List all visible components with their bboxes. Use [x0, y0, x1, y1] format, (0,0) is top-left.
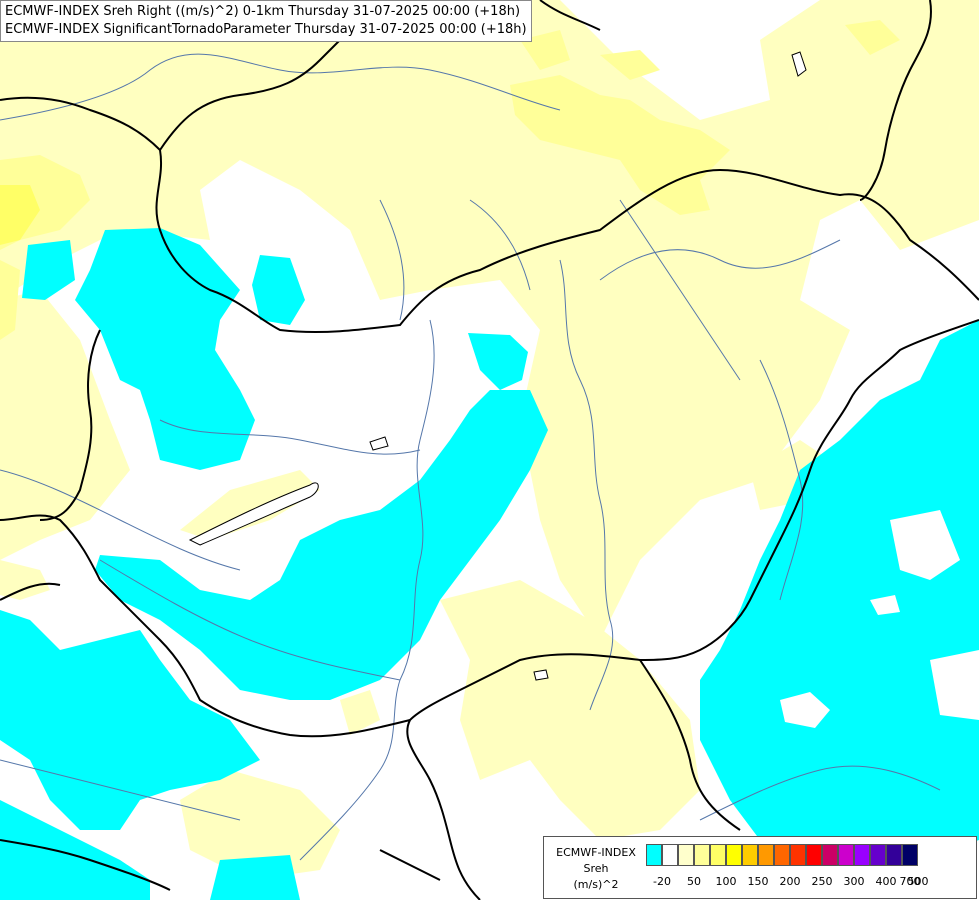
legend-swatch: [710, 844, 726, 866]
legend-swatch: [886, 844, 902, 866]
field-high-positive: [0, 185, 40, 245]
legend-swatch: [646, 844, 662, 866]
legend-swatch: [838, 844, 854, 866]
legend-swatch: [662, 844, 678, 866]
title-line-1: ECMWF-INDEX Sreh Right ((m/s)^2) 0-1km T…: [5, 4, 521, 19]
legend-swatch: [742, 844, 758, 866]
title-line-2: ECMWF-INDEX SignificantTornadoParameter …: [5, 22, 527, 37]
legend-swatch: [854, 844, 870, 866]
legend-model: ECMWF-INDEX: [556, 846, 636, 859]
legend-swatch: [694, 844, 710, 866]
legend-tick-label: 100: [715, 875, 737, 888]
field-negative: [0, 228, 979, 900]
rivers: [0, 53, 941, 861]
field-holes: [780, 510, 979, 728]
legend-tick-label: 50: [687, 875, 701, 888]
legend-swatch: [774, 844, 790, 866]
legend-tick-label: -20: [653, 875, 671, 888]
map-title-box: ECMWF-INDEX Sreh Right ((m/s)^2) 0-1km T…: [0, 0, 532, 42]
legend-swatch: [870, 844, 886, 866]
legend-swatch: [902, 844, 918, 866]
legend-swatch: [758, 844, 774, 866]
color-legend: ECMWF-INDEX Sreh (m/s)^2 -20 50 100 150 200 2…: [543, 836, 977, 899]
legend-tick-label: 250: [811, 875, 833, 888]
legend-tick-label: 200: [779, 875, 801, 888]
legend-tick-label: 500: [907, 875, 929, 888]
legend-swatch: [790, 844, 806, 866]
legend-swatch: [726, 844, 742, 866]
legend-tick-label: 700: [899, 875, 921, 888]
legend-tick-label: 300: [843, 875, 865, 888]
lakes: [188, 51, 807, 681]
legend-swatch: [806, 844, 822, 866]
legend-tick-label: 150: [747, 875, 769, 888]
legend-param: Sreh: [583, 862, 609, 875]
legend-swatch: [678, 844, 694, 866]
legend-tick-label: 400: [875, 875, 897, 888]
legend-unit: (m/s)^2: [573, 878, 619, 891]
legend-swatch: [822, 844, 838, 866]
